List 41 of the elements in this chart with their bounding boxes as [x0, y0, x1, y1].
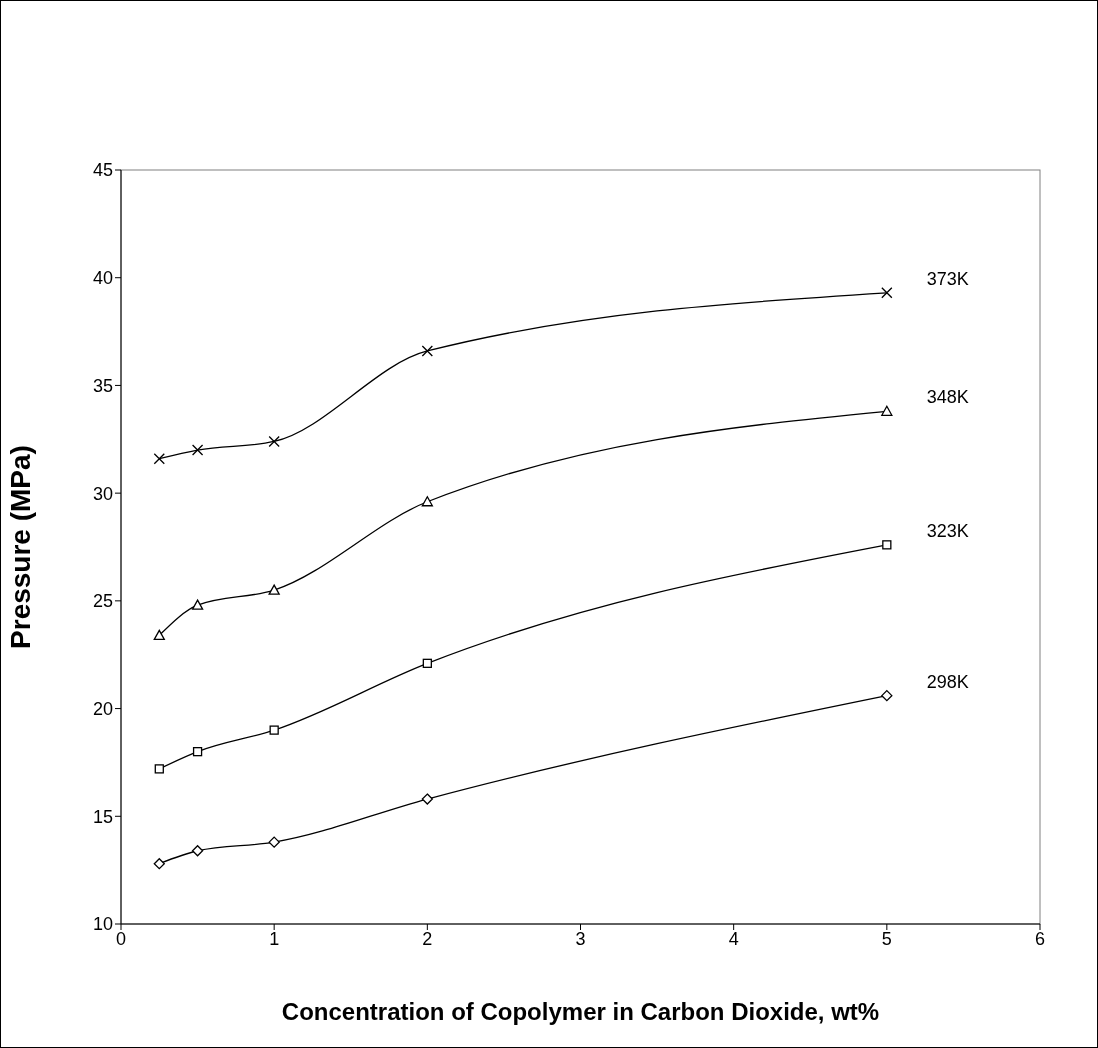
point — [153, 629, 165, 640]
y-tick-label: 35 — [92, 375, 113, 396]
y-axis-title: Pressure (MPa) — [4, 445, 36, 649]
point — [422, 658, 432, 668]
y-tick-label: 45 — [92, 160, 113, 181]
y-tick-label: 30 — [92, 483, 113, 504]
point — [192, 747, 203, 757]
point — [881, 287, 893, 299]
point — [421, 793, 433, 805]
point — [154, 764, 164, 774]
y-tick-label: 10 — [92, 914, 113, 935]
point — [268, 435, 280, 448]
x-axis-title: Concentration of Copolymer in Carbon Dioxide, wt% — [281, 998, 880, 1025]
point — [881, 405, 893, 416]
point — [269, 725, 279, 735]
y-tick-label: 15 — [92, 806, 113, 827]
point — [191, 444, 204, 456]
x-tick-label: 0 — [115, 928, 127, 949]
point — [421, 345, 433, 357]
point — [421, 496, 433, 507]
point — [268, 836, 280, 848]
x-tick-label: 5 — [881, 928, 892, 949]
x-tick-label: 2 — [422, 928, 433, 949]
x-tick-label: 4 — [728, 928, 739, 949]
series-label: 323K — [926, 520, 969, 541]
x-tick-label: 3 — [575, 928, 586, 949]
x-tick-label: 1 — [269, 928, 280, 949]
point — [191, 845, 204, 857]
y-tick-label: 25 — [92, 591, 113, 612]
point — [153, 858, 165, 870]
y-tick-label: 40 — [92, 268, 113, 289]
point — [882, 540, 892, 550]
y-tick-label: 20 — [92, 698, 113, 719]
x-tick-label: 6 — [1034, 928, 1046, 949]
series-label: 348K — [926, 387, 969, 408]
series-label: 373K — [926, 268, 969, 289]
point — [191, 599, 204, 610]
point — [268, 584, 280, 595]
series-label: 298K — [926, 671, 969, 692]
point — [153, 453, 165, 465]
point — [881, 690, 893, 702]
